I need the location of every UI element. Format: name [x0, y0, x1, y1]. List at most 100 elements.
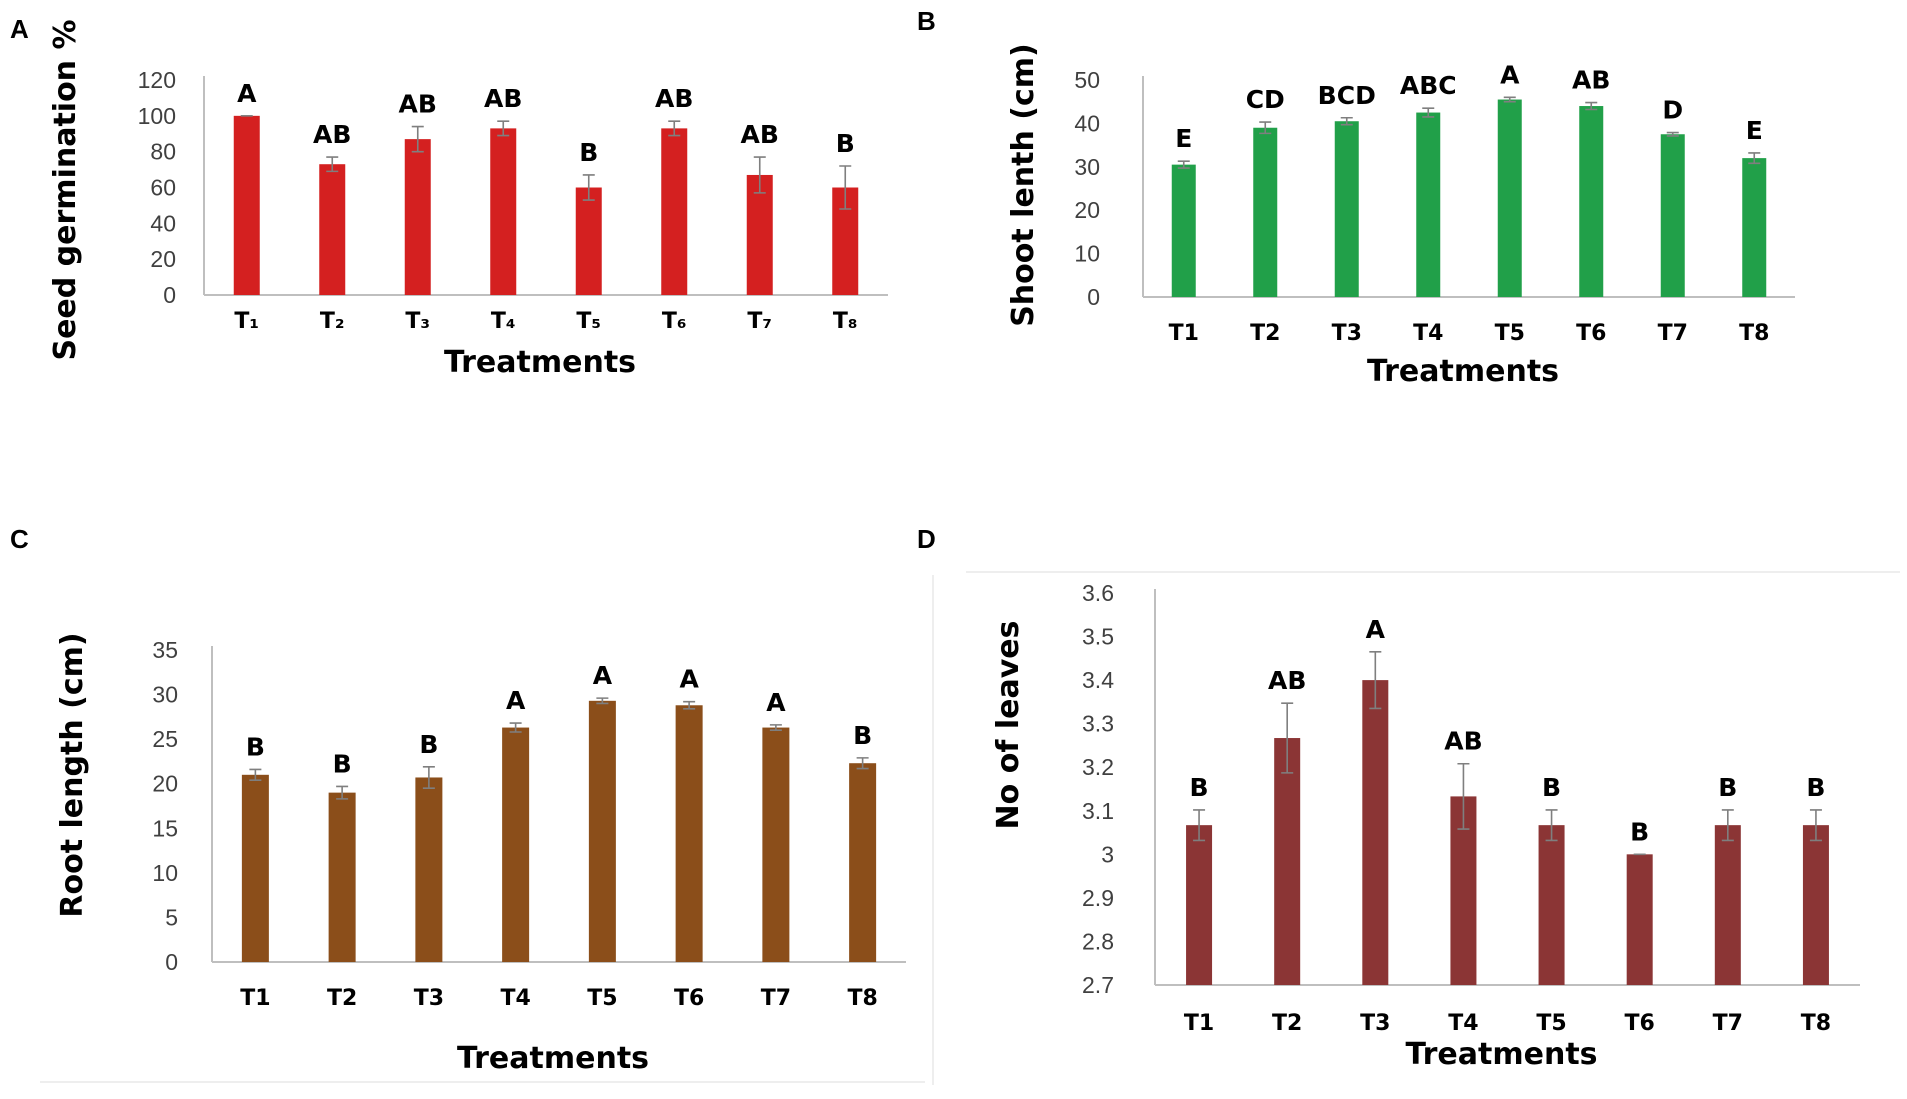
- y-tick-label: 20: [150, 246, 176, 272]
- bar-T1: [241, 774, 269, 962]
- error-bar: [1748, 152, 1761, 165]
- y-tick-label: 2.7: [1082, 972, 1114, 998]
- error-bar: [1721, 809, 1734, 842]
- y-tick-label: 25: [152, 726, 178, 752]
- significance-letter: AB: [1268, 666, 1306, 695]
- panel-letter: D: [917, 524, 936, 554]
- x-category-label: T5: [587, 986, 617, 1011]
- significance-letter: AB: [741, 120, 779, 149]
- error-bar: [1666, 131, 1679, 137]
- significance-letter: A: [1500, 60, 1520, 89]
- x-axis-label: Treatments: [444, 345, 636, 380]
- significance-letter: A: [679, 665, 699, 694]
- panel-b-shoot-length: B Shoot lenth (cm) Treatments 0 10 20 30 40 50 T1…: [917, 6, 1795, 389]
- y-tick-label: 0: [165, 949, 178, 975]
- significance-letter: CD: [1246, 85, 1285, 114]
- x-category-label: T1: [1169, 321, 1199, 346]
- bar-T2: [1274, 738, 1301, 985]
- error-bar: [411, 125, 424, 153]
- significance-letter: B: [246, 732, 265, 761]
- significance-letter: B: [1718, 773, 1737, 802]
- y-tick-label: 3.6: [1082, 580, 1114, 606]
- error-bar: [1340, 116, 1353, 126]
- bar-T₃: [404, 139, 431, 295]
- significance-letter: AB: [399, 90, 437, 119]
- y-tick-label: 15: [152, 815, 178, 841]
- significance-letter: BCD: [1318, 81, 1376, 110]
- y-tick-label: 2.8: [1082, 928, 1114, 954]
- x-category-label: T2: [327, 986, 357, 1011]
- bar-T8: [849, 763, 877, 962]
- x-category-label: T8: [1739, 321, 1769, 346]
- y-tick-label: 5: [165, 904, 178, 930]
- error-bar: [497, 120, 510, 137]
- y-axis-label: Root length (cm): [55, 632, 90, 917]
- x-category-label: T7: [1658, 321, 1688, 346]
- bar-T2: [328, 792, 356, 962]
- y-tick-label: 40: [150, 210, 176, 236]
- panel-a-seed-germination: A Seed germination % Treatments 0 20 40 60 80 10…: [10, 14, 888, 380]
- error-bar: [249, 768, 262, 781]
- bar-T₅: [575, 187, 602, 295]
- bar-T1: [1186, 825, 1213, 985]
- panel-d-number-of-leaves: D No of leaves Treatments 2.7 2.8 2.9 3 3.1 3.2 3…: [917, 524, 1860, 1072]
- bar-T₁: [233, 115, 260, 295]
- error-bar: [509, 722, 522, 733]
- panel-letter: B: [917, 6, 936, 36]
- significance-letter: AB: [655, 84, 693, 113]
- x-axis-label: Treatments: [1367, 354, 1559, 389]
- y-tick-label: 3.2: [1082, 754, 1114, 780]
- y-tick-label: 3.3: [1082, 711, 1114, 737]
- significance-letter: AB: [1572, 66, 1610, 95]
- x-category-label: T8: [847, 986, 877, 1011]
- error-bar: [1457, 762, 1470, 830]
- y-tick-label: 80: [150, 139, 176, 165]
- error-bar: [326, 156, 339, 173]
- error-bar: [596, 697, 609, 705]
- y-tick-label: 3.4: [1082, 667, 1114, 693]
- significance-letter: B: [419, 730, 438, 759]
- bar-T8: [1742, 158, 1767, 297]
- error-bar: [1503, 96, 1516, 103]
- bar-T₄: [490, 128, 517, 295]
- error-bar: [769, 724, 782, 732]
- x-category-label: T₃: [405, 309, 430, 334]
- significance-letter: B: [853, 721, 872, 750]
- y-axis-label: Shoot lenth (cm): [1006, 43, 1041, 327]
- significance-letter: E: [1175, 124, 1192, 153]
- bar-T1: [1171, 164, 1196, 297]
- significance-letter: E: [1746, 116, 1763, 145]
- significance-letter: B: [579, 138, 598, 167]
- significance-letter: A: [237, 79, 257, 108]
- bar-T6: [1579, 106, 1604, 297]
- x-category-label: T₅: [576, 309, 601, 334]
- significance-letter: D: [1662, 96, 1683, 125]
- y-tick-label: 50: [1074, 67, 1100, 93]
- significance-letter: B: [1630, 817, 1649, 846]
- bar-T7: [1714, 825, 1741, 985]
- x-category-label: T₈: [833, 309, 858, 334]
- y-tick-label: 10: [152, 860, 178, 886]
- bar-T₇: [746, 174, 773, 295]
- panel-letter: A: [10, 14, 29, 44]
- y-tick-label: 40: [1074, 110, 1100, 136]
- error-bar: [1281, 702, 1294, 774]
- x-category-label: T5: [1536, 1011, 1566, 1036]
- y-tick-label: 3: [1101, 841, 1114, 867]
- bar-T3: [1334, 121, 1359, 297]
- significance-letter: AB: [313, 120, 351, 149]
- y-tick-label: 20: [1074, 197, 1100, 223]
- error-bar: [683, 700, 696, 710]
- significance-letter: B: [1542, 773, 1561, 802]
- x-category-label: T3: [1360, 1011, 1390, 1036]
- y-tick-label: 20: [152, 771, 178, 797]
- x-category-label: T1: [1184, 1011, 1214, 1036]
- panel-c-root-length: C Root length (cm) Treatments 0 5 10 15 20 25 30 3…: [10, 524, 906, 1076]
- error-bar: [753, 156, 766, 194]
- error-bar: [582, 174, 595, 201]
- x-category-label: T1: [240, 986, 270, 1011]
- error-bar: [1809, 809, 1822, 842]
- error-bar: [856, 757, 869, 770]
- bar-T7: [1660, 134, 1685, 297]
